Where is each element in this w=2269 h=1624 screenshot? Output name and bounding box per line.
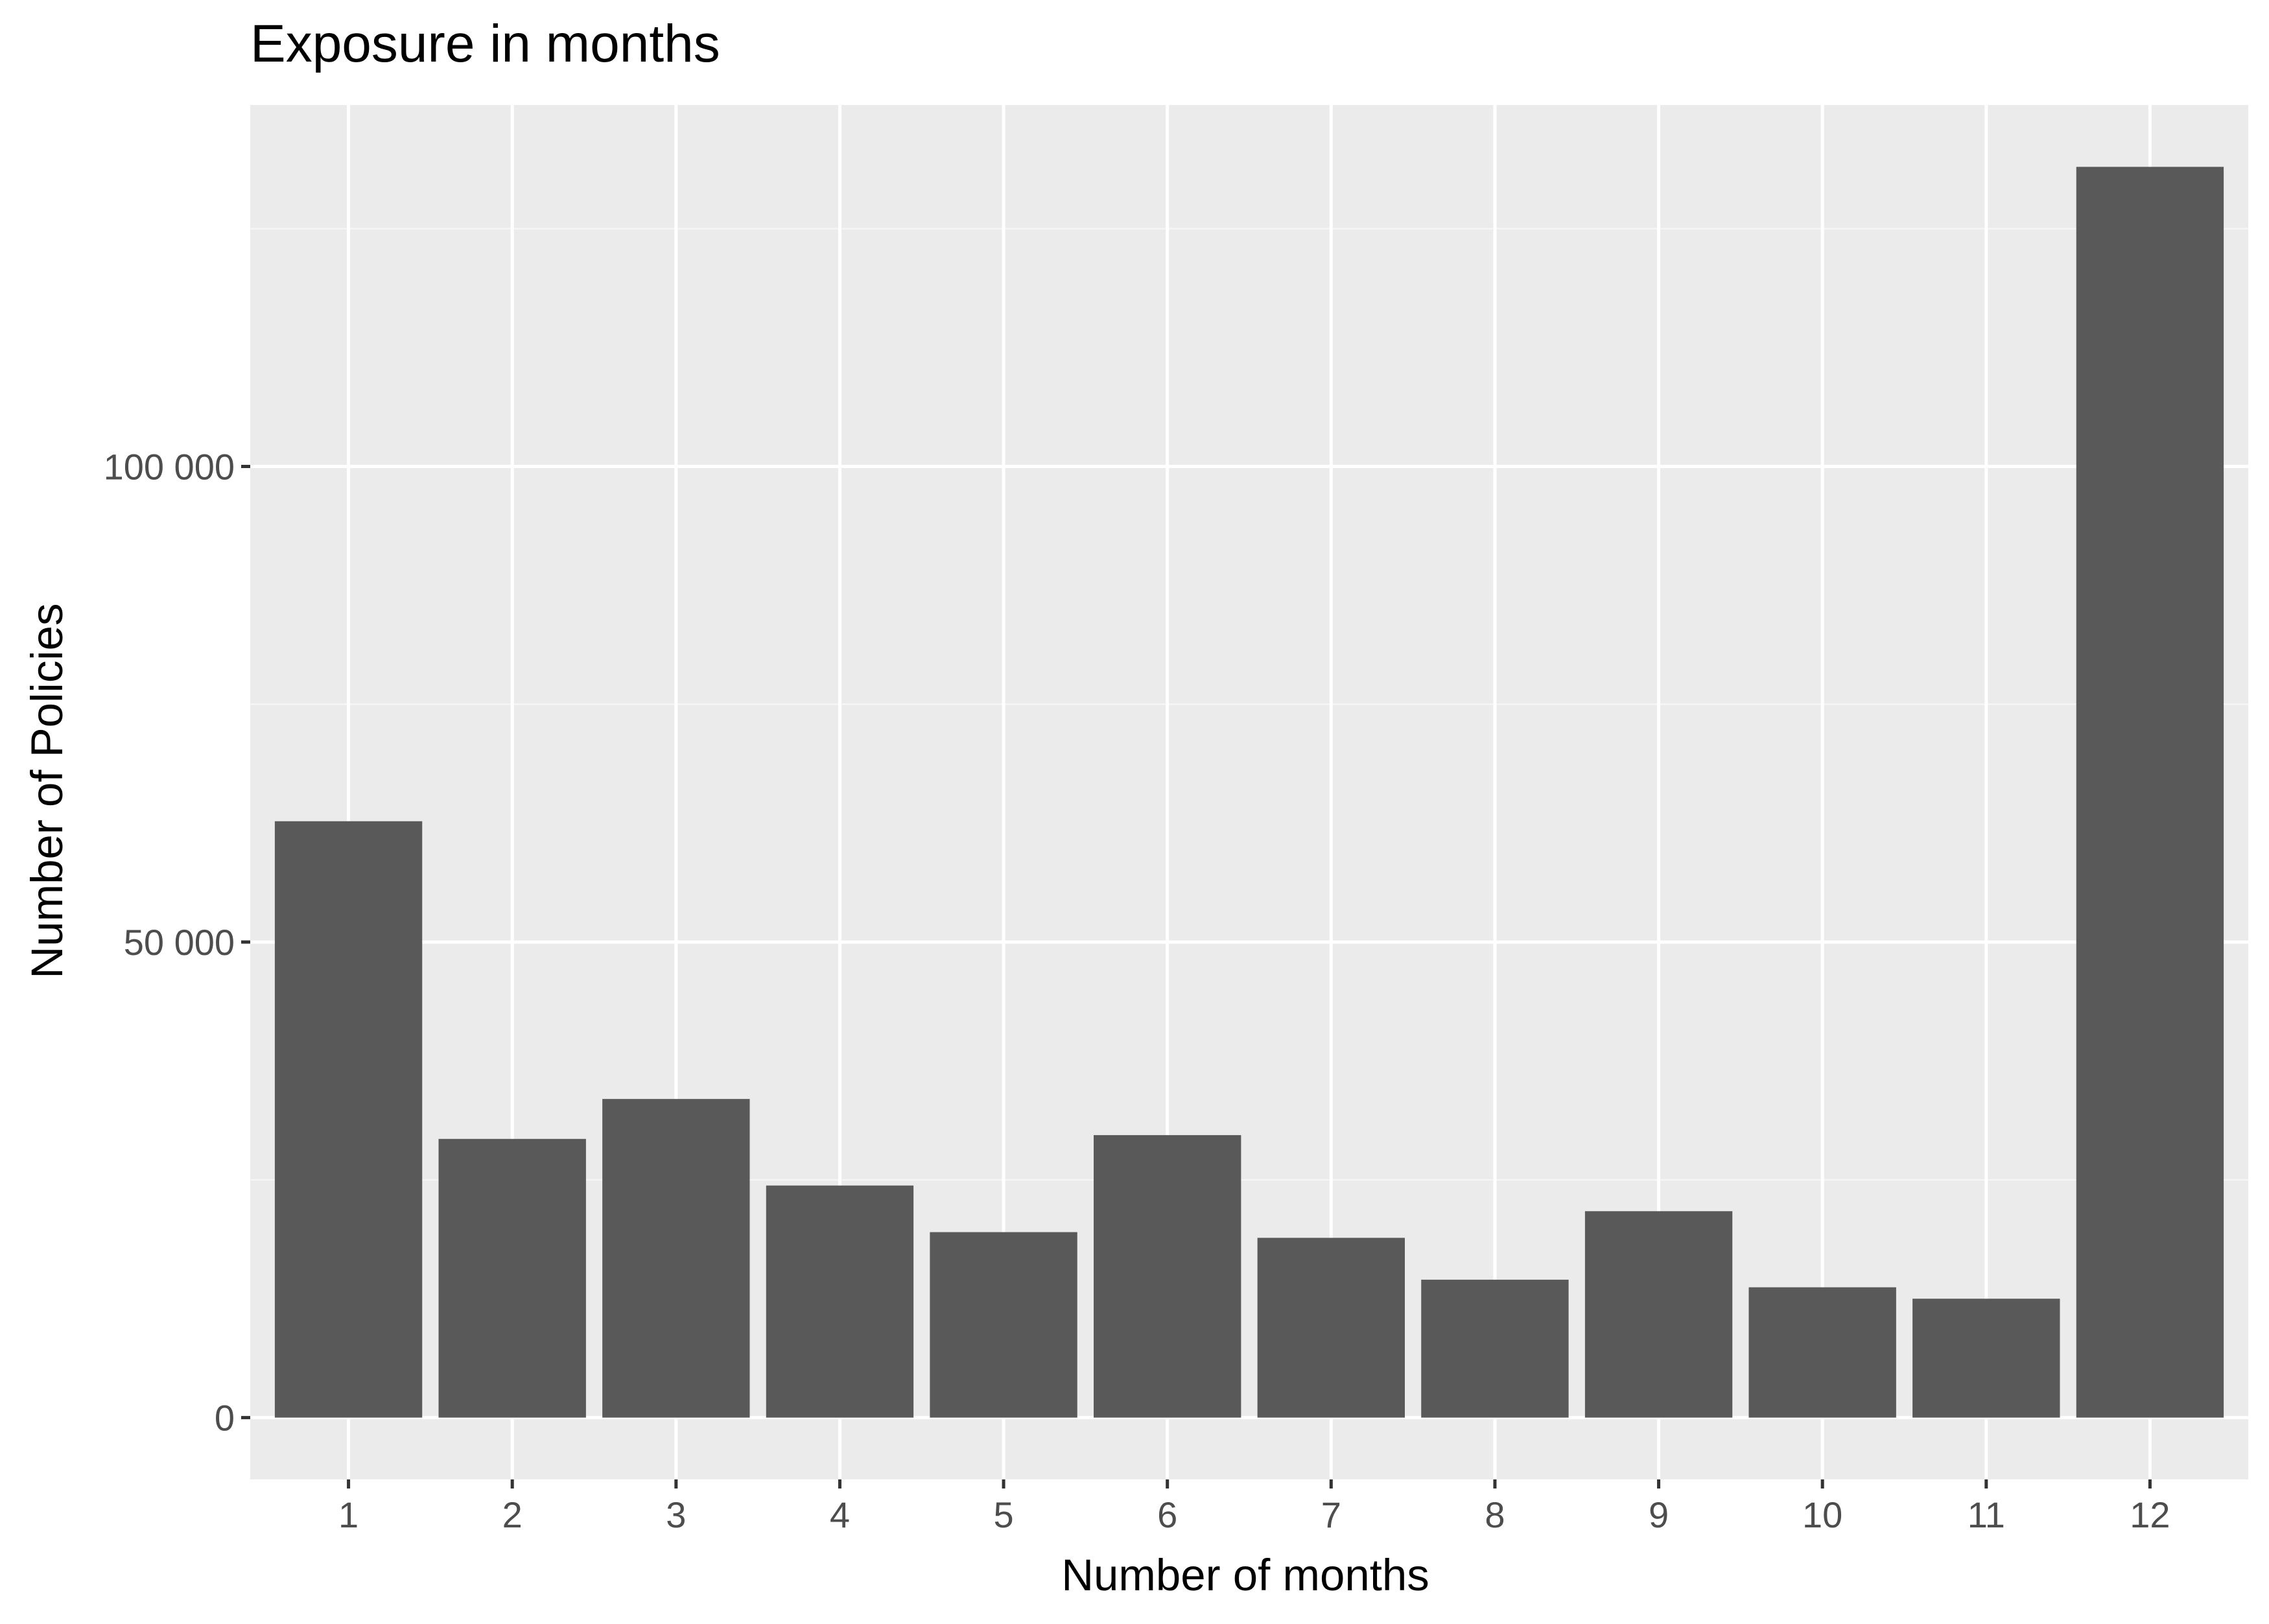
y-axis: 0 50 000 100 000 — [104, 447, 250, 1439]
bars-group — [274, 167, 2224, 1418]
bar — [1584, 1211, 1733, 1418]
bar — [1094, 1135, 1241, 1418]
x-tick-label: 2 — [502, 1494, 523, 1535]
bar — [766, 1185, 914, 1418]
bar — [1912, 1299, 2060, 1418]
x-tick-label: 11 — [1968, 1494, 2005, 1535]
x-tick-label: 8 — [1485, 1494, 1505, 1535]
x-axis: 1 2 3 4 5 6 7 8 9 10 11 12 — [338, 1479, 2170, 1535]
bar — [930, 1232, 1077, 1418]
bar — [438, 1138, 586, 1418]
x-tick-label: 12 — [2130, 1494, 2170, 1535]
x-tick-label: 4 — [830, 1494, 850, 1535]
bar — [602, 1099, 750, 1418]
y-tick-label: 50 000 — [124, 922, 235, 963]
bar — [1748, 1287, 1896, 1418]
x-tick-label: 10 — [1802, 1494, 1842, 1535]
bar — [2076, 167, 2224, 1418]
x-axis-title: Number of months — [1061, 1550, 1429, 1600]
y-tick-label: 0 — [215, 1398, 235, 1439]
x-tick-label: 1 — [338, 1494, 359, 1535]
bar — [1421, 1279, 1569, 1418]
bar — [1257, 1238, 1405, 1418]
bar — [274, 821, 423, 1418]
x-tick-label: 3 — [666, 1494, 686, 1535]
y-tick-label: 100 000 — [104, 447, 235, 488]
x-tick-label: 9 — [1649, 1494, 1669, 1535]
chart-title: Exposure in months — [250, 14, 720, 73]
x-tick-label: 5 — [993, 1494, 1013, 1535]
y-axis-title: Number of Policies — [22, 603, 72, 978]
x-tick-label: 6 — [1157, 1494, 1177, 1535]
x-tick-label: 7 — [1321, 1494, 1341, 1535]
